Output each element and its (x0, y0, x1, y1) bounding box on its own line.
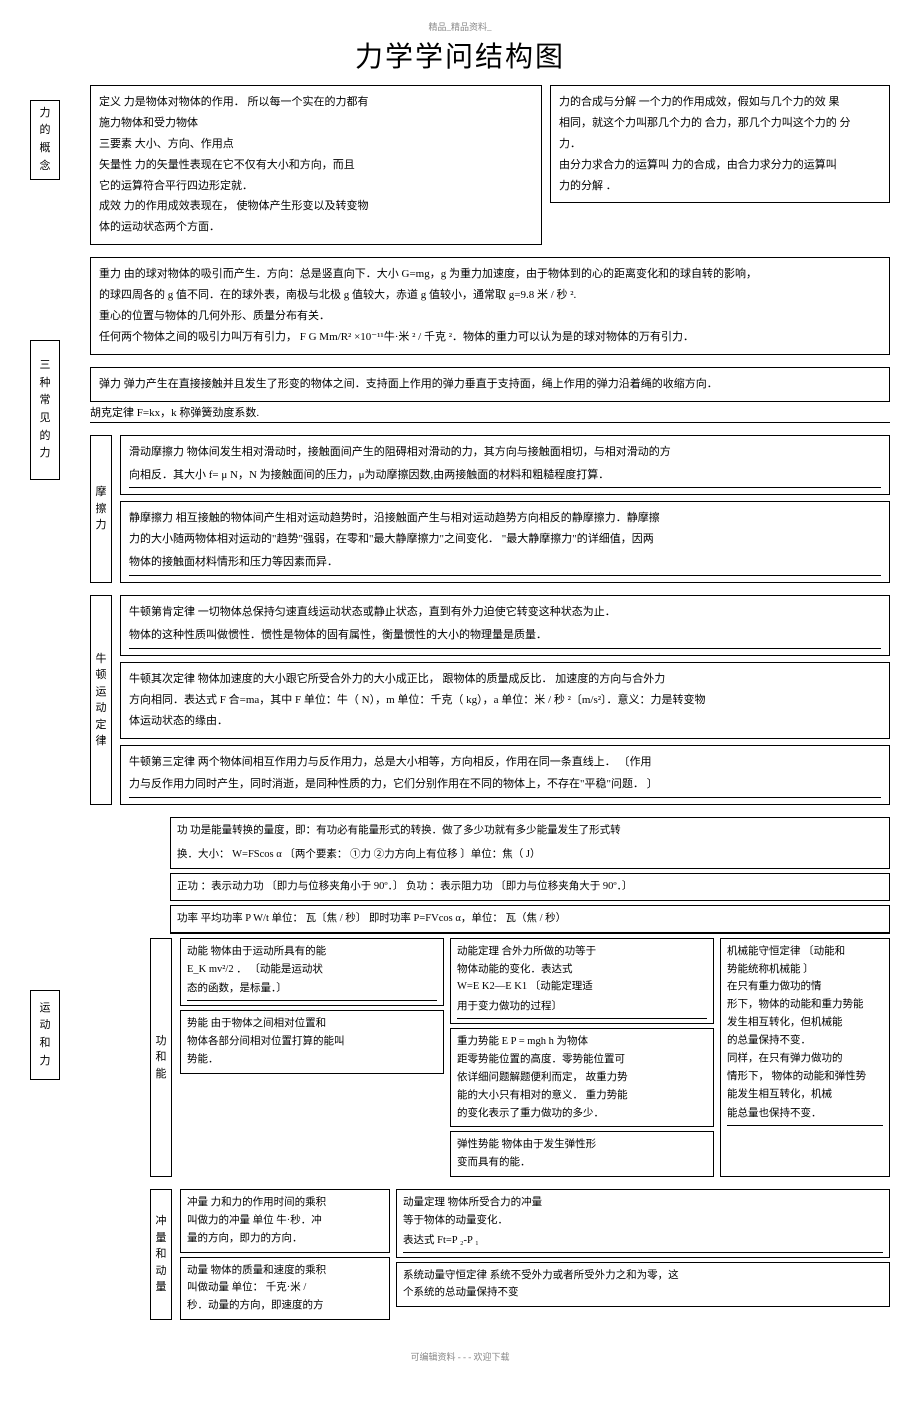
main-content: 定义 力是物体对物体的作用． 所以每一个实在的力都有 施力物体和受力物体 三要素… (90, 85, 890, 1320)
gravity-formula: F G Mm/R² (300, 331, 352, 343)
concept-definition-box: 定义 力是物体对物体的作用． 所以每一个实在的力都有 施力物体和受力物体 三要素… (90, 85, 542, 245)
friction-label: 摩 擦 力 (90, 435, 112, 583)
work-energy-label: 功 和 能 (150, 938, 172, 1177)
epe-box: 弹性势能 物体由于发生弹性形 变而具有的能． (450, 1131, 714, 1177)
friction-content: 滑动摩擦力 物体间发生相对滑动时，接触面间产生的阻碍相对滑动的力，其方向与接触面… (120, 435, 890, 583)
header-watermark: 精品_精品资料_ (30, 20, 890, 33)
momentum-theorems-col: 动量定理 物体所受合力的冲量 等于物体的动量变化． 表达式 Ft=P ₂-P ₁… (396, 1189, 890, 1320)
section-elastic: 弹力 弹力产生在直接接触并且发生了形变的物体之间．支持面上作用的弹力垂直于支持面… (90, 367, 890, 423)
section-concept: 定义 力是物体对物体的作用． 所以每一个实在的力都有 施力物体和受力物体 三要素… (90, 85, 890, 245)
vlabel-motion-force: 运 动 和 力 (30, 990, 60, 1080)
newton-third-box: 牛顿第三定律 两个物体间相互作用力与反作用力，总是大小相等，方向相反，作用在同一… (120, 745, 890, 806)
gravity-box: 重力 由的球对物体的吸引而产生．方向：总是竖直向下．大小 G=mg，g 为重力加… (90, 257, 890, 355)
impulse-col: 冲量 力和力的作用时间的乘积 叫做力的冲量 单位 牛·秒．冲 量的方向，即力的方… (180, 1189, 390, 1320)
newton-label: 牛 顿 运 动 定 律 (90, 595, 112, 805)
vlabel-concept: 力 的 概 念 (30, 100, 60, 180)
energy-content: 动能 物体由于运动所具有的能 E_K mv²/2 ． 〔动能是运动状 态的函数，… (180, 938, 890, 1177)
concept-composition-box: 力的合成与分解 一个力的作用成效，假如与几个力的效 果 相同，就这个力叫那几个力… (550, 85, 890, 203)
kinetic-energy-box: 动能 物体由于运动所具有的能 E_K mv²/2 ． 〔动能是运动状 态的函数，… (180, 938, 444, 1007)
newton-second-box: 牛顿其次定律 物体加速度的大小跟它所受合外力的大小成正比， 跟物体的质量成反比．… (120, 662, 890, 739)
impulse-def-box: 冲量 力和力的作用时间的乘积 叫做力的冲量 单位 牛·秒．冲 量的方向，即力的方… (180, 1189, 390, 1253)
section-impulse-momentum: 冲 量 和 动 量 冲量 力和力的作用时间的乘积 叫做力的冲量 单位 牛·秒．冲… (90, 1189, 890, 1320)
power-box: 功率 平均功率 P W/t 单位： 瓦〔焦 / 秒〕 即时功率 P=FVcos … (170, 905, 890, 934)
newton-content: 牛顿第肯定律 一切物体总保持匀速直线运动状态或静止状态，直到有外力迫使它转变这种… (120, 595, 890, 805)
static-friction-box: 静摩擦力 相互接触的物体间产生相对运动趋势时，沿接触面产生与相对运动趋势方向相反… (120, 501, 890, 583)
footer-text: 可编辑资料 - - - 欢迎下载 (30, 1350, 890, 1363)
potential-energy-box: 势能 由于物体之间相对位置和 物体各部分间相对位置打算的能叫 势能． (180, 1010, 444, 1074)
section-newton: 牛 顿 运 动 定 律 牛顿第肯定律 一切物体总保持匀速直线运动状态或静止状态，… (90, 595, 890, 805)
momentum-conservation-box: 系统动量守恒定律 系统不受外力或者所受外力之和为零，这 个系统的总动量保持不变 (396, 1262, 890, 1308)
section-work-energy: 功 功是能量转换的量度，即：有功必有能量形式的转换．做了多少功就有多少能量发生了… (90, 817, 890, 1177)
section-gravity: 重力 由的球对物体的吸引而产生．方向：总是竖直向下．大小 G=mg，g 为重力加… (90, 257, 890, 355)
ke-theorem-box: 动能定理 合外力所做的功等于 物体动能的变化．表达式 W=E K2—E K1 〔… (450, 938, 714, 1024)
hooke-law: 胡克定律 F=kx，k 称弹簧劲度系数. (90, 402, 890, 423)
gpe-box: 重力势能 E P = mgh h 为物体 距零势能位置的高度．零势能位置可 依详… (450, 1028, 714, 1127)
work-sign-box: 正功 ：表示动力功 〔即力与位移夹角小于 90º．〕 负功 ：表示阻力功 〔即力… (170, 873, 890, 901)
momentum-theorem-box: 动量定理 物体所受合力的冲量 等于物体的动量变化． 表达式 Ft=P ₂-P ₁ (396, 1189, 890, 1258)
impulse-content: 冲量 力和力的作用时间的乘积 叫做力的冲量 单位 牛·秒．冲 量的方向，即力的方… (180, 1189, 890, 1320)
momentum-def-box: 动量 物体的质量和速度的乘积 叫做动量 单位： 千克·米 / 秒．动量的方向，即… (180, 1257, 390, 1321)
page-title: 力学学问结构图 (30, 35, 890, 75)
ke-pe-col: 动能 物体由于运动所具有的能 E_K mv²/2 ． 〔动能是运动状 态的函数，… (180, 938, 444, 1177)
sliding-friction-box: 滑动摩擦力 物体间发生相对滑动时，接触面间产生的阻碍相对滑动的力，其方向与接触面… (120, 435, 890, 496)
mechanical-conservation-box: 机械能守恒定律 〔动能和 势能统称机械能 〕 在只有重力做功的情 形下，物体的动… (720, 938, 890, 1177)
section-friction: 摩 擦 力 滑动摩擦力 物体间发生相对滑动时，接触面间产生的阻碍相对滑动的力，其… (90, 435, 890, 583)
theorems-col: 动能定理 合外力所做的功等于 物体动能的变化．表达式 W=E K2—E K1 〔… (450, 938, 714, 1177)
elastic-box: 弹力 弹力产生在直接接触并且发生了形变的物体之间．支持面上作用的弹力垂直于支持面… (90, 367, 890, 402)
vlabel-three-forces: 三 种 常 见 的 力 (30, 340, 60, 480)
impulse-label: 冲 量 和 动 量 (150, 1189, 172, 1320)
work-definition-box: 功 功是能量转换的量度，即：有功必有能量形式的转换．做了多少功就有多少能量发生了… (170, 817, 890, 869)
newton-first-box: 牛顿第肯定律 一切物体总保持匀速直线运动状态或静止状态，直到有外力迫使它转变这种… (120, 595, 890, 656)
